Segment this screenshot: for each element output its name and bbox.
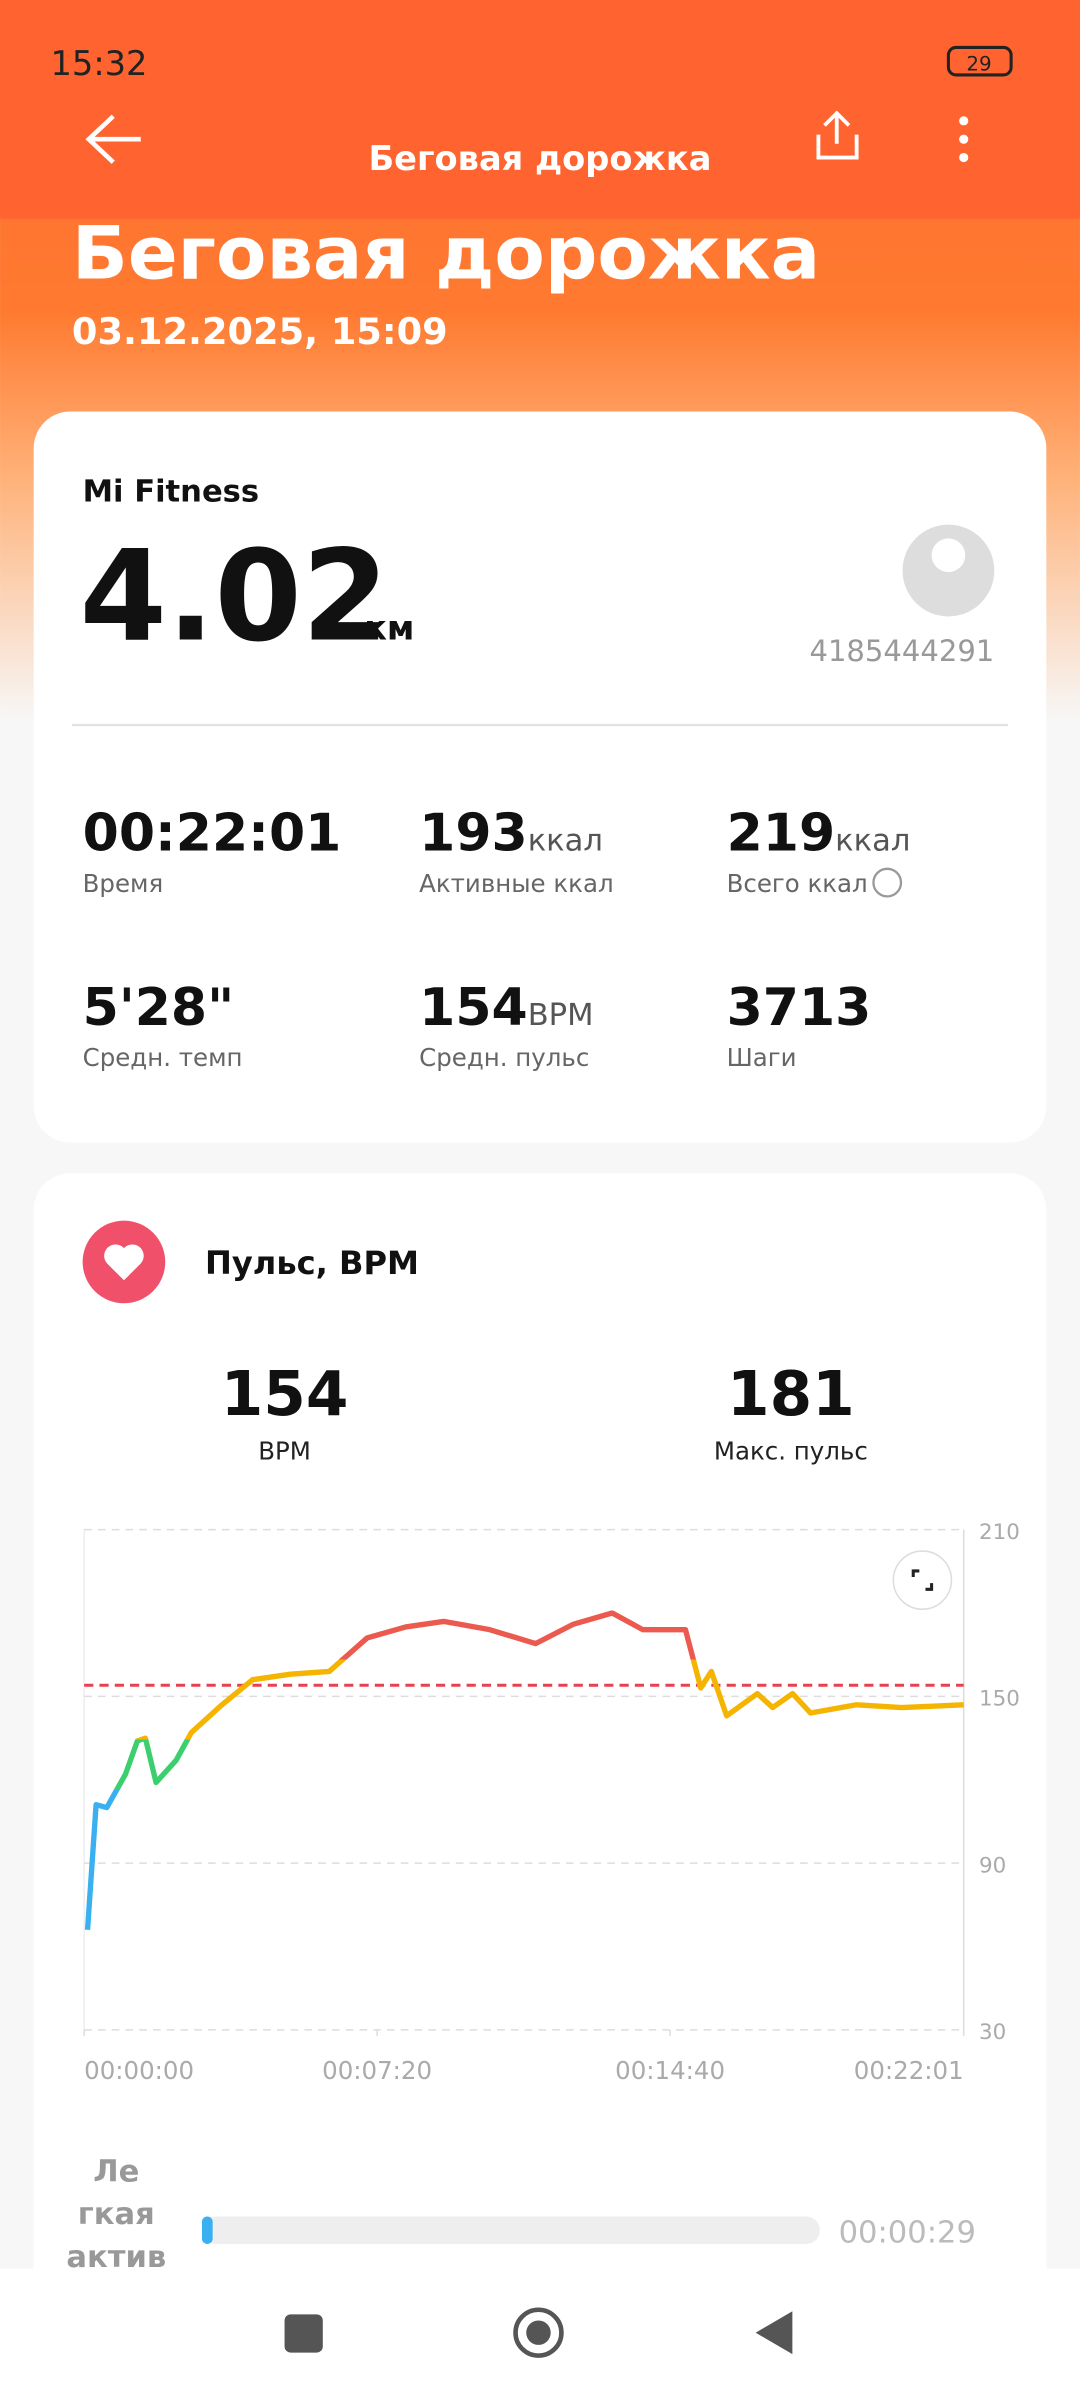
hr-line <box>84 1610 964 1930</box>
x-tick-label: 00:14:40 <box>615 2056 725 2085</box>
stat-number: 3713 <box>727 978 872 1038</box>
app-bar <box>0 0 1080 219</box>
stat-value: 193ккал <box>419 803 603 863</box>
battery <box>946 45 1013 77</box>
y-tick-label: 30 <box>979 2020 1006 2045</box>
avg-hr-label: BPM <box>258 1436 311 1465</box>
zone-label: Ле <box>93 2154 139 2189</box>
stat-unit: BPM <box>528 998 594 1033</box>
distance: 4.02 <box>80 523 389 669</box>
hero-date: 03.12.2025, 15:09 <box>72 310 448 353</box>
zone-fill <box>201 2216 213 2244</box>
stat-number: 154 <box>419 978 528 1038</box>
nav-back[interactable] <box>755 2311 793 2355</box>
x-tick-label: 00:22:01 <box>854 2056 964 2085</box>
battery-level: 29 <box>966 52 991 75</box>
nav-recents[interactable] <box>284 2314 323 2353</box>
stat-label: Всего ккал <box>727 869 868 898</box>
stat-value: 3713 <box>727 978 872 1038</box>
distance-unit: км <box>364 608 414 647</box>
stat-number: 219 <box>727 803 836 863</box>
stat-number: 193 <box>419 803 528 863</box>
source: Mi Fitness <box>83 475 259 510</box>
stat-value: 5'28" <box>83 978 235 1038</box>
stat-label: Средн. темп <box>83 1043 243 1072</box>
heart-card <box>33 1173 1047 2336</box>
user-id: 4185444291 <box>809 634 994 668</box>
menu-button[interactable] <box>959 116 969 163</box>
x-tick-label: 00:00:00 <box>84 2056 194 2085</box>
share-button[interactable] <box>816 110 859 160</box>
avatar-head <box>931 538 966 573</box>
max-hr: 181 <box>727 1359 855 1430</box>
y-tick-label: 210 <box>979 1520 1020 1545</box>
hero-title: Беговая дорожка <box>72 211 820 296</box>
y-tick-label: 90 <box>979 1853 1006 1878</box>
stat-unit: ккал <box>528 823 603 858</box>
stat-number: 5'28" <box>83 978 235 1038</box>
stat-label: Активные ккал <box>419 869 613 898</box>
heart-title: Пульс, BPM <box>205 1244 419 1282</box>
expand-button[interactable] <box>892 1550 953 1610</box>
stat-number: 00:22:01 <box>83 803 342 863</box>
zone-track <box>201 2216 820 2244</box>
stat-value: 154BPM <box>419 978 593 1038</box>
app-title: Беговая дорожка <box>369 139 712 178</box>
stat-label: Средн. пульс <box>419 1043 589 1072</box>
info-icon[interactable] <box>872 867 903 898</box>
summary-card <box>33 411 1047 1143</box>
stat-value: 219ккал <box>727 803 911 863</box>
hr-chart: 210 150 90 30 00:00:00 00:07:20 00:14:40 00:22:… <box>83 1520 1020 2085</box>
back-button[interactable] <box>85 114 141 164</box>
zone-duration: 00:00:29 <box>839 2215 976 2250</box>
stat-label: Шаги <box>727 1043 797 1072</box>
max-hr-label: Макс. пульс <box>714 1436 868 1465</box>
heart-icon <box>104 1244 144 1281</box>
stat-unit: ккал <box>835 823 910 858</box>
nav-home-dot <box>526 2320 551 2345</box>
stat-label: Время <box>83 869 164 898</box>
y-tick-label: 150 <box>979 1687 1020 1712</box>
expand-icon <box>911 1569 934 1591</box>
status-time: 15:32 <box>51 44 148 83</box>
zone-label: гкая <box>78 2197 155 2232</box>
avg-hr: 154 <box>221 1359 349 1430</box>
stat-value: 00:22:01 <box>83 803 342 863</box>
x-tick-label: 00:07:20 <box>322 2056 432 2085</box>
nav-home[interactable] <box>513 2307 564 2358</box>
